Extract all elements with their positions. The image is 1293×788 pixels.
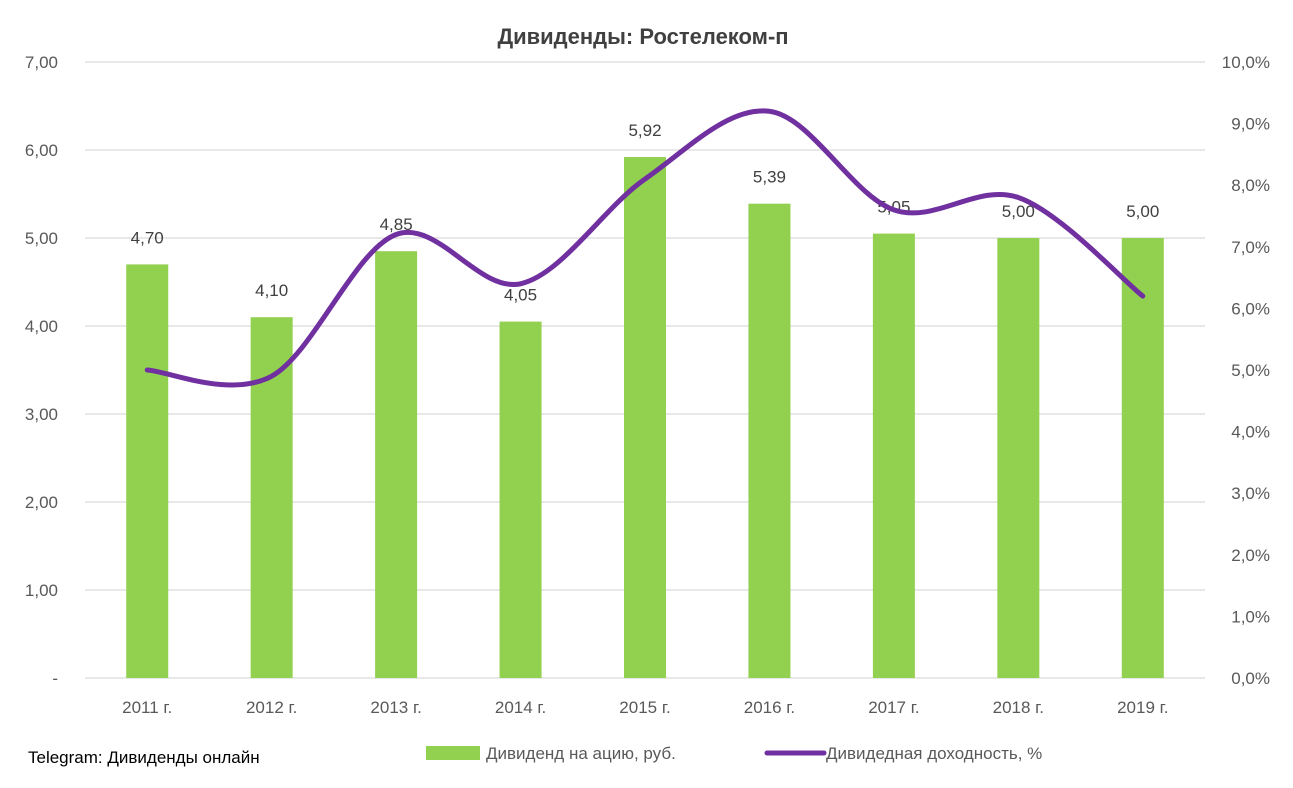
y-left-tick-label: 5,00: [25, 229, 58, 248]
y-right-tick-label: 3,0%: [1231, 484, 1270, 503]
bar: [375, 251, 418, 678]
bar-data-label: 5,00: [1002, 202, 1035, 221]
y-right-tick-label: 0,0%: [1231, 669, 1270, 688]
bar-data-label: 5,92: [628, 121, 661, 140]
x-tick-label: 2016 г.: [744, 698, 795, 717]
x-tick-label: 2018 г.: [993, 698, 1044, 717]
legend-bar-label: Дивиденд на ацию, руб.: [486, 744, 676, 763]
bar-data-label: 4,85: [380, 215, 413, 234]
y-left-tick-label: 2,00: [25, 493, 58, 512]
y-left-tick-label: -: [52, 669, 58, 688]
y-right-tick-label: 7,0%: [1231, 238, 1270, 257]
bar-data-label: 4,70: [131, 228, 164, 247]
y-right-tick-label: 6,0%: [1231, 299, 1270, 318]
bar-data-label: 4,05: [504, 286, 537, 305]
x-tick-label: 2012 г.: [246, 698, 297, 717]
x-tick-label: 2019 г.: [1117, 698, 1168, 717]
legend: Дивиденд на ацию, руб. Дивидедная доходн…: [426, 744, 1042, 763]
x-axis: 2011 г. 2012 г. 2013 г. 2014 г. 2015 г. 2016 …: [122, 698, 1168, 717]
x-tick-label: 2013 г.: [370, 698, 421, 717]
bar: [126, 264, 169, 678]
right-axis: 0,0% 1,0% 2,0% 3,0% 4,0% 5,0% 6,0% 7,0% 8,0% 9,0%…: [1222, 53, 1270, 688]
x-tick-label: 2011 г.: [122, 698, 172, 717]
y-right-tick-label: 9,0%: [1231, 115, 1270, 134]
line-series: [144, 108, 1146, 388]
x-tick-label: 2015 г.: [619, 698, 670, 717]
y-right-tick-label: 5,0%: [1231, 361, 1270, 380]
chart-title: Дивиденды: Ростелеком-п: [497, 24, 788, 49]
bar: [748, 203, 791, 678]
bar-data-label: 4,10: [255, 281, 288, 300]
y-left-tick-label: 4,00: [25, 317, 58, 336]
bar: [997, 238, 1040, 678]
bar: [624, 157, 666, 679]
y-right-tick-label: 10,0%: [1222, 53, 1270, 72]
footer-telegram: Telegram: Дивиденды онлайн: [28, 748, 260, 767]
left-axis: - 1,00 2,00 3,00 4,00 5,00 6,00 7,00: [25, 53, 58, 688]
bar-data-label: 5,00: [1126, 202, 1159, 221]
bar-data-label: 5,39: [753, 168, 786, 187]
y-left-tick-label: 3,00: [25, 405, 58, 424]
legend-bar-swatch: [426, 746, 480, 760]
y-left-tick-label: 7,00: [25, 53, 58, 72]
y-right-tick-label: 4,0%: [1231, 423, 1270, 442]
x-tick-label: 2014 г.: [495, 698, 546, 717]
bar: [250, 317, 293, 678]
bar: [499, 321, 542, 678]
y-right-tick-label: 1,0%: [1231, 607, 1270, 626]
x-tick-label: 2017 г.: [868, 698, 919, 717]
bar: [1121, 238, 1164, 678]
bar-data-labels: 4,704,104,854,055,925,395,05 5,00 5,00: [131, 121, 1160, 305]
y-right-tick-label: 8,0%: [1231, 176, 1270, 195]
bar-series: [126, 157, 1164, 679]
bar: [872, 233, 915, 678]
y-left-tick-label: 1,00: [25, 581, 58, 600]
y-left-tick-label: 6,00: [25, 141, 58, 160]
y-right-tick-label: 2,0%: [1231, 546, 1270, 565]
yield-line: [144, 108, 1146, 388]
legend-line-label: Дивидедная доходность, %: [826, 744, 1042, 763]
